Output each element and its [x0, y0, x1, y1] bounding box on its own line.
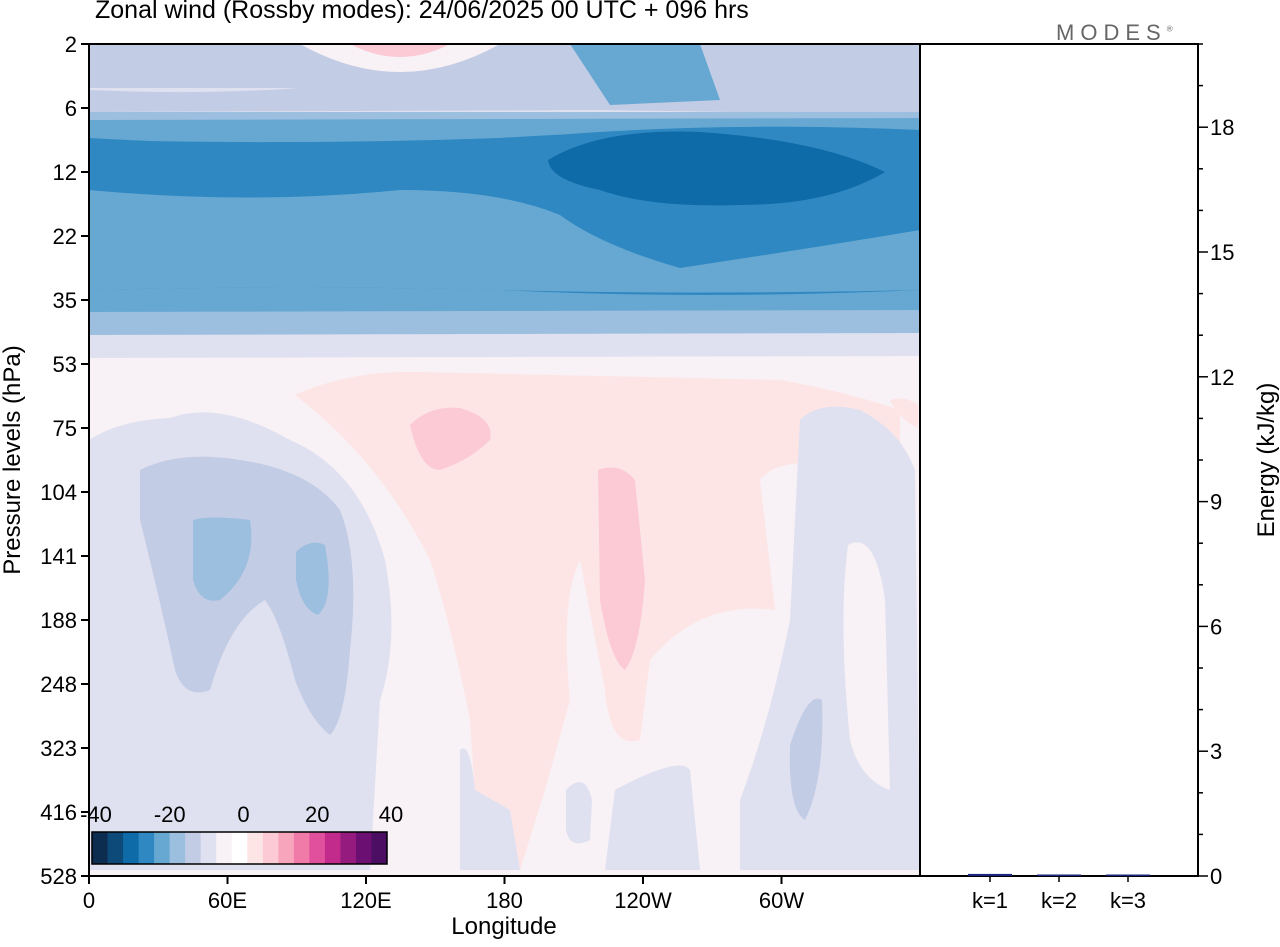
x-tick-label: 60W — [759, 888, 804, 913]
y-tick-label: 12 — [53, 160, 77, 185]
colorbar-swatch — [262, 832, 279, 864]
energy-tick-label: 0 — [1210, 864, 1222, 889]
y-tick-label: 2 — [65, 32, 77, 57]
y-tick-label: 6 — [65, 96, 77, 121]
colorbar-swatch — [340, 832, 357, 864]
wind-contour-field — [89, 44, 920, 876]
x-tick-label: 120E — [340, 888, 391, 913]
energy-axis: 0 3 6 9 12 15 18 — [1198, 43, 1234, 889]
bar-category-label: k=2 — [1041, 888, 1077, 913]
energy-bar — [968, 873, 1012, 876]
x-tick-label: 120W — [614, 888, 672, 913]
colorbar-swatch — [371, 832, 388, 864]
colorbar-swatch — [185, 832, 202, 864]
colorbar-tick-label: 20 — [305, 802, 329, 827]
colorbar-swatch — [138, 832, 155, 864]
y-tick-label: 53 — [53, 352, 77, 377]
x-tick-label: 0 — [83, 888, 95, 913]
brand-logo: MODES® — [1056, 20, 1173, 45]
energy-tick-label: 15 — [1210, 240, 1234, 265]
energy-tick-label: 9 — [1210, 490, 1222, 515]
energy-tick-label: 18 — [1210, 115, 1234, 140]
bar-category-label: k=3 — [1110, 888, 1146, 913]
colorbar-swatch — [216, 832, 233, 864]
y-axis-label: Pressure levels (hPa) — [0, 345, 26, 574]
colorbar-swatch — [293, 832, 310, 864]
energy-axis-label: Energy (kJ/kg) — [1253, 383, 1280, 538]
energy-tick-label: 12 — [1210, 365, 1234, 390]
colorbar-swatch — [231, 832, 248, 864]
colorbar-tick-label: -40 — [80, 802, 112, 827]
energy-plot-frame — [919, 43, 1199, 877]
y-tick-label: 528 — [40, 864, 77, 889]
x-tick-label: 60E — [208, 888, 247, 913]
y-tick-label: 188 — [40, 608, 77, 633]
y-tick-label: 141 — [40, 544, 77, 569]
colorbar-swatch — [324, 832, 341, 864]
energy-tick-label: 3 — [1210, 739, 1222, 764]
colorbar-swatch — [123, 832, 140, 864]
chart-title: Zonal wind (Rossby modes): 24/06/2025 00… — [95, 0, 749, 24]
bar-category-label: k=1 — [972, 888, 1008, 913]
colorbar-swatch — [247, 832, 264, 864]
y-tick-label: 22 — [53, 224, 77, 249]
x-tick-label: 180 — [486, 888, 523, 913]
colorbar-swatch — [107, 832, 124, 864]
y-tick-label: 104 — [40, 480, 77, 505]
y-tick-label: 35 — [53, 288, 77, 313]
colorbar-tick-label: -20 — [154, 802, 186, 827]
energy-bar — [1037, 874, 1081, 876]
colorbar: -40 -20 0 20 40 — [80, 802, 403, 865]
colorbar-swatch — [169, 832, 186, 864]
colorbar-frame — [91, 831, 388, 865]
colorbar-swatch — [278, 832, 295, 864]
y-tick-label: 416 — [40, 800, 77, 825]
colorbar-swatch — [154, 832, 171, 864]
y-tick-label: 248 — [40, 672, 77, 697]
y-tick-label: 323 — [40, 736, 77, 761]
colorbar-tick-label: 0 — [237, 802, 249, 827]
pressure-axis: 2 6 12 22 35 53 75 104 141 188 248 323 416 528 — [40, 32, 89, 889]
colorbar-swatch — [355, 832, 372, 864]
y-tick-label: 75 — [53, 416, 77, 441]
colorbar-tick-label: 40 — [379, 802, 403, 827]
x-axis-label: Longitude — [451, 913, 556, 940]
colorbar-swatch — [200, 832, 217, 864]
energy-bar — [1106, 874, 1150, 876]
energy-tick-label: 6 — [1210, 614, 1222, 639]
longitude-axis: 0 60E 120E 180 120W 60W — [83, 876, 804, 913]
colorbar-swatch — [92, 832, 109, 864]
energy-bars: k=1 k=2 k=3 — [968, 873, 1150, 913]
colorbar-swatch — [309, 832, 326, 864]
